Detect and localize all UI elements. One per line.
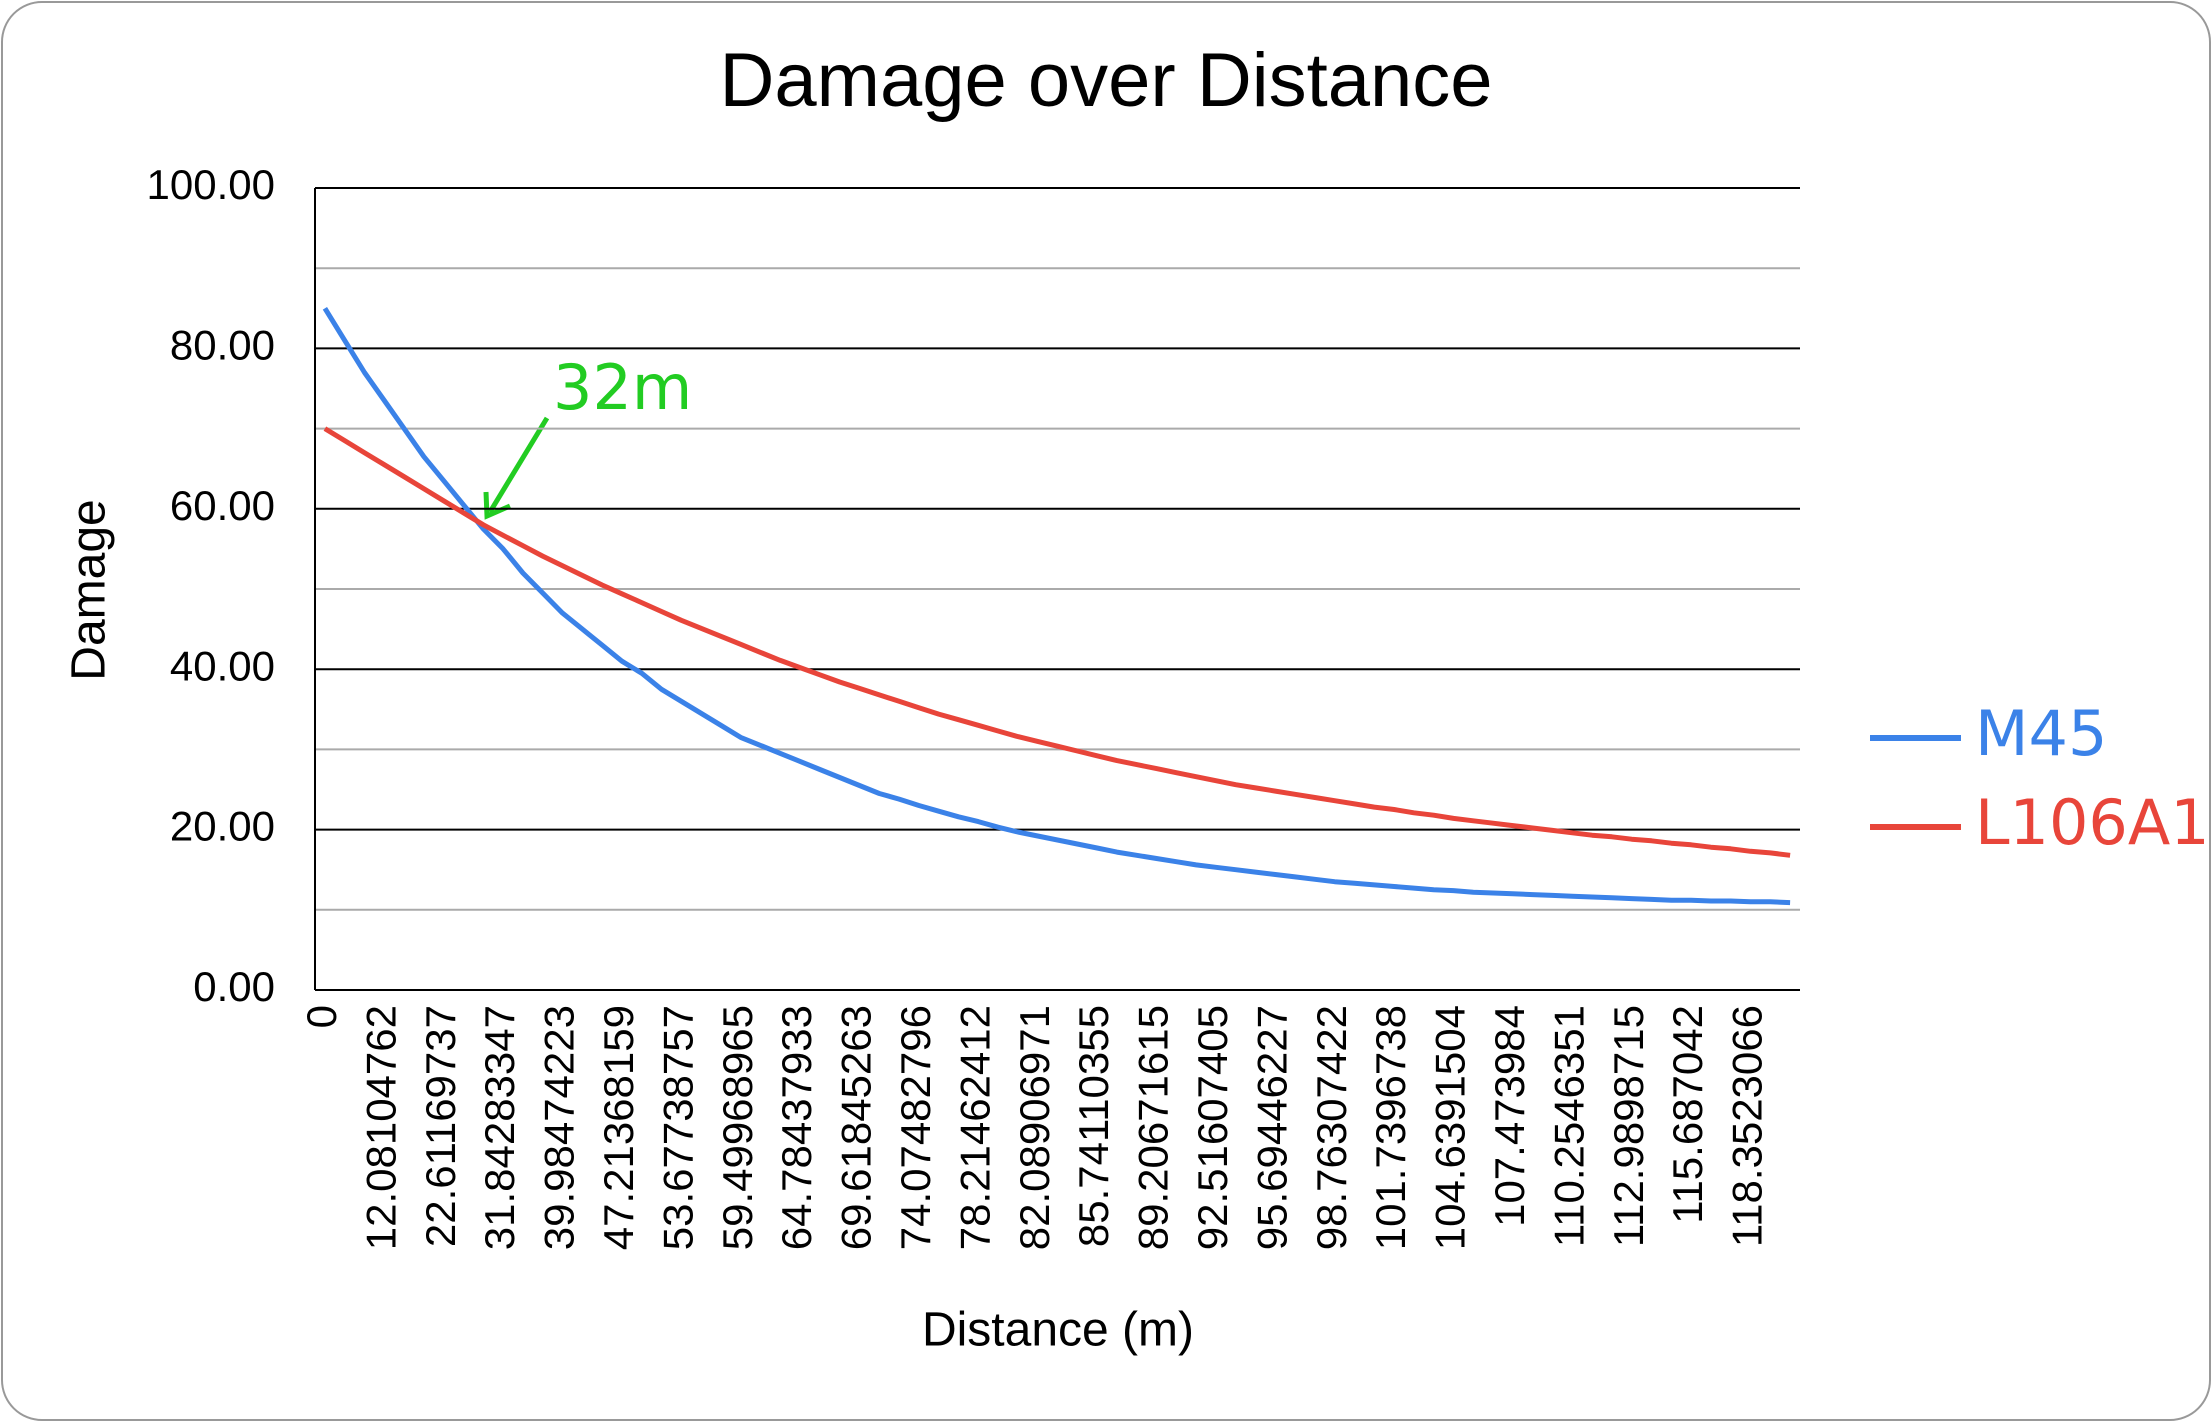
x-tick-label: 110.2546351 bbox=[1545, 1005, 1592, 1247]
x-tick-label: 12.08104762 bbox=[357, 1005, 404, 1250]
legend-label: L106A1 bbox=[1975, 786, 2210, 859]
x-tick-label: 89.20671615 bbox=[1130, 1005, 1177, 1250]
x-tick-label: 82.08906971 bbox=[1011, 1005, 1058, 1250]
annotation: 32m bbox=[483, 351, 692, 520]
x-axis-title: Distance (m) bbox=[922, 1304, 1194, 1357]
x-tick-label: 98.76307422 bbox=[1308, 1005, 1355, 1250]
x-tick-label: 115.687042 bbox=[1664, 1005, 1711, 1224]
x-tick-label: 112.9898715 bbox=[1605, 1005, 1652, 1247]
y-tick-label: 40.00 bbox=[170, 642, 275, 689]
x-tick-label: 53.67738757 bbox=[654, 1005, 701, 1250]
x-tick-label: 0 bbox=[298, 1005, 345, 1028]
x-tick-label: 101.7396738 bbox=[1367, 1005, 1414, 1250]
x-tick-label: 78.21462412 bbox=[951, 1005, 998, 1250]
y-tick-label: 0.00 bbox=[193, 963, 275, 1010]
x-tick-label: 31.84283347 bbox=[476, 1005, 523, 1250]
x-tick-label: 107.473984 bbox=[1486, 1005, 1533, 1227]
x-tick-label: 74.07482796 bbox=[892, 1005, 939, 1250]
annotation-text: 32m bbox=[553, 351, 692, 424]
x-tick-label: 104.6391504 bbox=[1427, 1005, 1474, 1250]
x-tick-label: 95.69446227 bbox=[1248, 1005, 1295, 1250]
x-tick-label: 39.98474223 bbox=[536, 1005, 583, 1250]
chart-title: Damage over Distance bbox=[719, 38, 1492, 123]
y-tick-label: 60.00 bbox=[170, 482, 275, 529]
x-tick-label: 69.61845263 bbox=[833, 1005, 880, 1250]
x-tick-label: 22.61169737 bbox=[417, 1005, 464, 1247]
y-tick-label: 80.00 bbox=[170, 321, 275, 368]
legend-label: M45 bbox=[1975, 697, 2107, 770]
y-tick-label: 20.00 bbox=[170, 803, 275, 850]
x-tick-label: 47.21368159 bbox=[595, 1005, 642, 1250]
series-line bbox=[323, 426, 1791, 858]
x-tick-label: 59.49968965 bbox=[714, 1005, 761, 1250]
annotation-arrow bbox=[487, 416, 550, 514]
series-line bbox=[322, 306, 1791, 906]
x-tick-label: 92.51607405 bbox=[1189, 1005, 1236, 1250]
x-tick-label: 118.3523066 bbox=[1724, 1005, 1771, 1247]
x-tick-label: 85.74110355 bbox=[1070, 1005, 1117, 1247]
y-axis-title: Damage bbox=[63, 499, 116, 680]
x-tick-label: 64.78437933 bbox=[773, 1005, 820, 1250]
y-tick-label: 100.00 bbox=[147, 161, 275, 208]
